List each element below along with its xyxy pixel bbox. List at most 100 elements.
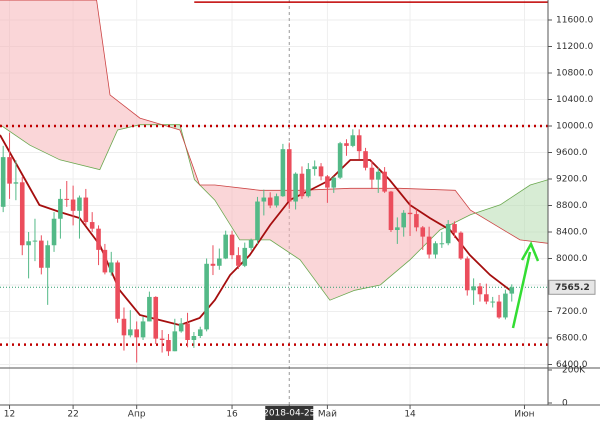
- candle-body: [337, 143, 343, 178]
- candle-body: [496, 301, 502, 318]
- candle-body: [26, 241, 31, 246]
- y-tick-label: 10000.0: [556, 122, 593, 132]
- candle-body: [382, 171, 387, 192]
- candle-body: [166, 339, 171, 352]
- candle-body: [477, 286, 483, 295]
- labels: 6400.06800.07200.07600.08000.08400.08800…: [4, 16, 596, 420]
- candle-body: [89, 222, 95, 229]
- candle-body: [471, 286, 476, 291]
- cloud-down: [0, 0, 548, 301]
- candle-body: [178, 323, 184, 332]
- span-b: [0, 0, 548, 244]
- candle-body: [229, 234, 235, 256]
- candle-body: [96, 228, 101, 250]
- x-tick-label: 12: [4, 410, 15, 420]
- candle-body: [458, 232, 464, 259]
- candle-body: [490, 301, 495, 303]
- lines: [0, 1, 548, 346]
- candle-body: [128, 329, 133, 336]
- candle-body: [369, 167, 375, 180]
- candle-body: [191, 336, 197, 340]
- candle-body: [433, 243, 438, 255]
- candle-body: [236, 255, 241, 266]
- candle-body: [217, 258, 222, 266]
- candle-body: [147, 296, 152, 322]
- x-tick-label: Апр: [128, 410, 146, 420]
- candle-body: [464, 258, 470, 291]
- candle-body: [293, 173, 298, 202]
- candle-body: [172, 331, 178, 352]
- candle-body: [503, 293, 508, 318]
- candle-body: [19, 182, 25, 246]
- candle-body: [204, 263, 209, 330]
- y-tick-label: 11200.0: [556, 42, 593, 52]
- candle-body: [452, 224, 457, 233]
- candle-body: [363, 151, 368, 168]
- candle-body: [210, 263, 216, 266]
- candle-body: [77, 197, 82, 211]
- candles: [0, 129, 515, 363]
- candle-body: [45, 245, 50, 268]
- y-tick-label: 6400.0: [556, 360, 588, 370]
- candle-body: [261, 197, 267, 202]
- candle-body: [445, 224, 451, 244]
- candle-body: [0, 157, 6, 207]
- candle-body: [388, 191, 394, 231]
- candle-body: [7, 157, 12, 184]
- candle-body: [420, 227, 426, 237]
- candle-body: [159, 338, 165, 340]
- candle-body: [407, 212, 413, 215]
- candle-body: [280, 149, 286, 197]
- cloud: [0, 0, 548, 301]
- y-tick-label: 10800.0: [556, 69, 593, 79]
- x-tick-label: 14: [404, 410, 416, 420]
- x-tick-label: Июн: [514, 410, 534, 420]
- candle-body: [121, 318, 127, 336]
- candle-body: [484, 294, 489, 302]
- candle-body: [395, 227, 400, 231]
- candle-body: [414, 214, 419, 228]
- x-tick-label: Май: [318, 410, 337, 420]
- candle-body: [70, 199, 76, 211]
- candle-body: [255, 201, 260, 240]
- candle-body: [274, 196, 279, 206]
- candle-body: [197, 329, 203, 337]
- candle-body: [83, 197, 89, 223]
- candle-body: [223, 234, 228, 259]
- y-tick-label: 8400.0: [556, 227, 588, 237]
- candle-body: [286, 149, 292, 202]
- candle-body: [331, 177, 337, 188]
- volume-tick-label: 200K: [562, 365, 586, 375]
- candle-body: [248, 239, 254, 248]
- candle-body: [58, 198, 63, 219]
- candle-body: [115, 262, 120, 319]
- y-tick-label: 11600.0: [556, 16, 593, 26]
- candle-body: [356, 135, 362, 152]
- candle-body: [13, 182, 19, 184]
- arrow-shaft: [511, 251, 532, 329]
- axes: [0, 0, 600, 409]
- crosshair-tag: [265, 406, 314, 420]
- candle-body: [312, 166, 317, 170]
- candle-body: [185, 323, 190, 340]
- candle-body: [325, 176, 330, 188]
- x-tick-label: 16: [226, 410, 238, 420]
- candle-body: [102, 249, 108, 273]
- volume-tick-label: 0: [562, 399, 568, 409]
- candle-body: [439, 243, 445, 245]
- candle-body: [299, 173, 305, 197]
- candle-body: [318, 166, 324, 177]
- candle-body: [32, 240, 38, 242]
- candle-body: [375, 171, 381, 180]
- last-price-label: 7565.2: [555, 283, 590, 293]
- y-tick-label: 10400.0: [556, 95, 593, 105]
- candle-body: [306, 169, 311, 197]
- candle-body: [426, 236, 432, 255]
- candle-body: [64, 198, 70, 200]
- moving-average: [0, 134, 513, 327]
- arrow-head: [520, 241, 540, 262]
- y-tick-label: 8800.0: [556, 201, 588, 211]
- y-tick-label: 7200.0: [556, 307, 588, 317]
- arrow: [511, 241, 540, 329]
